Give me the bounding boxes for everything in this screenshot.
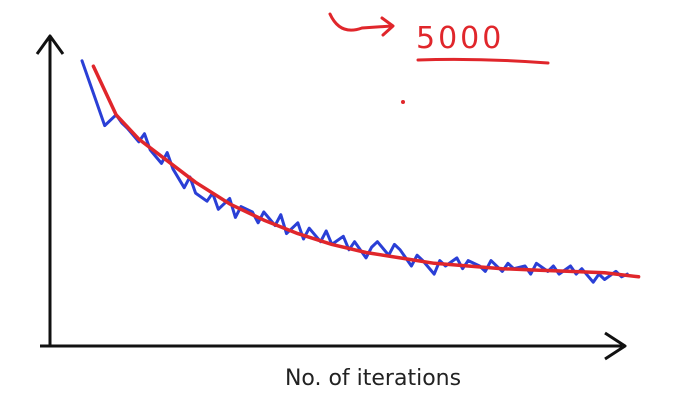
- y-axis-arrow-icon: [35, 34, 65, 55]
- annotation-text: 5000: [416, 21, 504, 56]
- series-line-smoothed: [91, 64, 641, 279]
- x-axis-label: No. of iterations: [285, 366, 461, 391]
- annotation-dot: [401, 100, 405, 104]
- annotation-arrowhead-icon: [380, 16, 395, 37]
- x-axis-arrow-icon: [604, 331, 627, 361]
- annotation-underline: [416, 57, 550, 65]
- annotation-arrow-icon: [328, 12, 394, 32]
